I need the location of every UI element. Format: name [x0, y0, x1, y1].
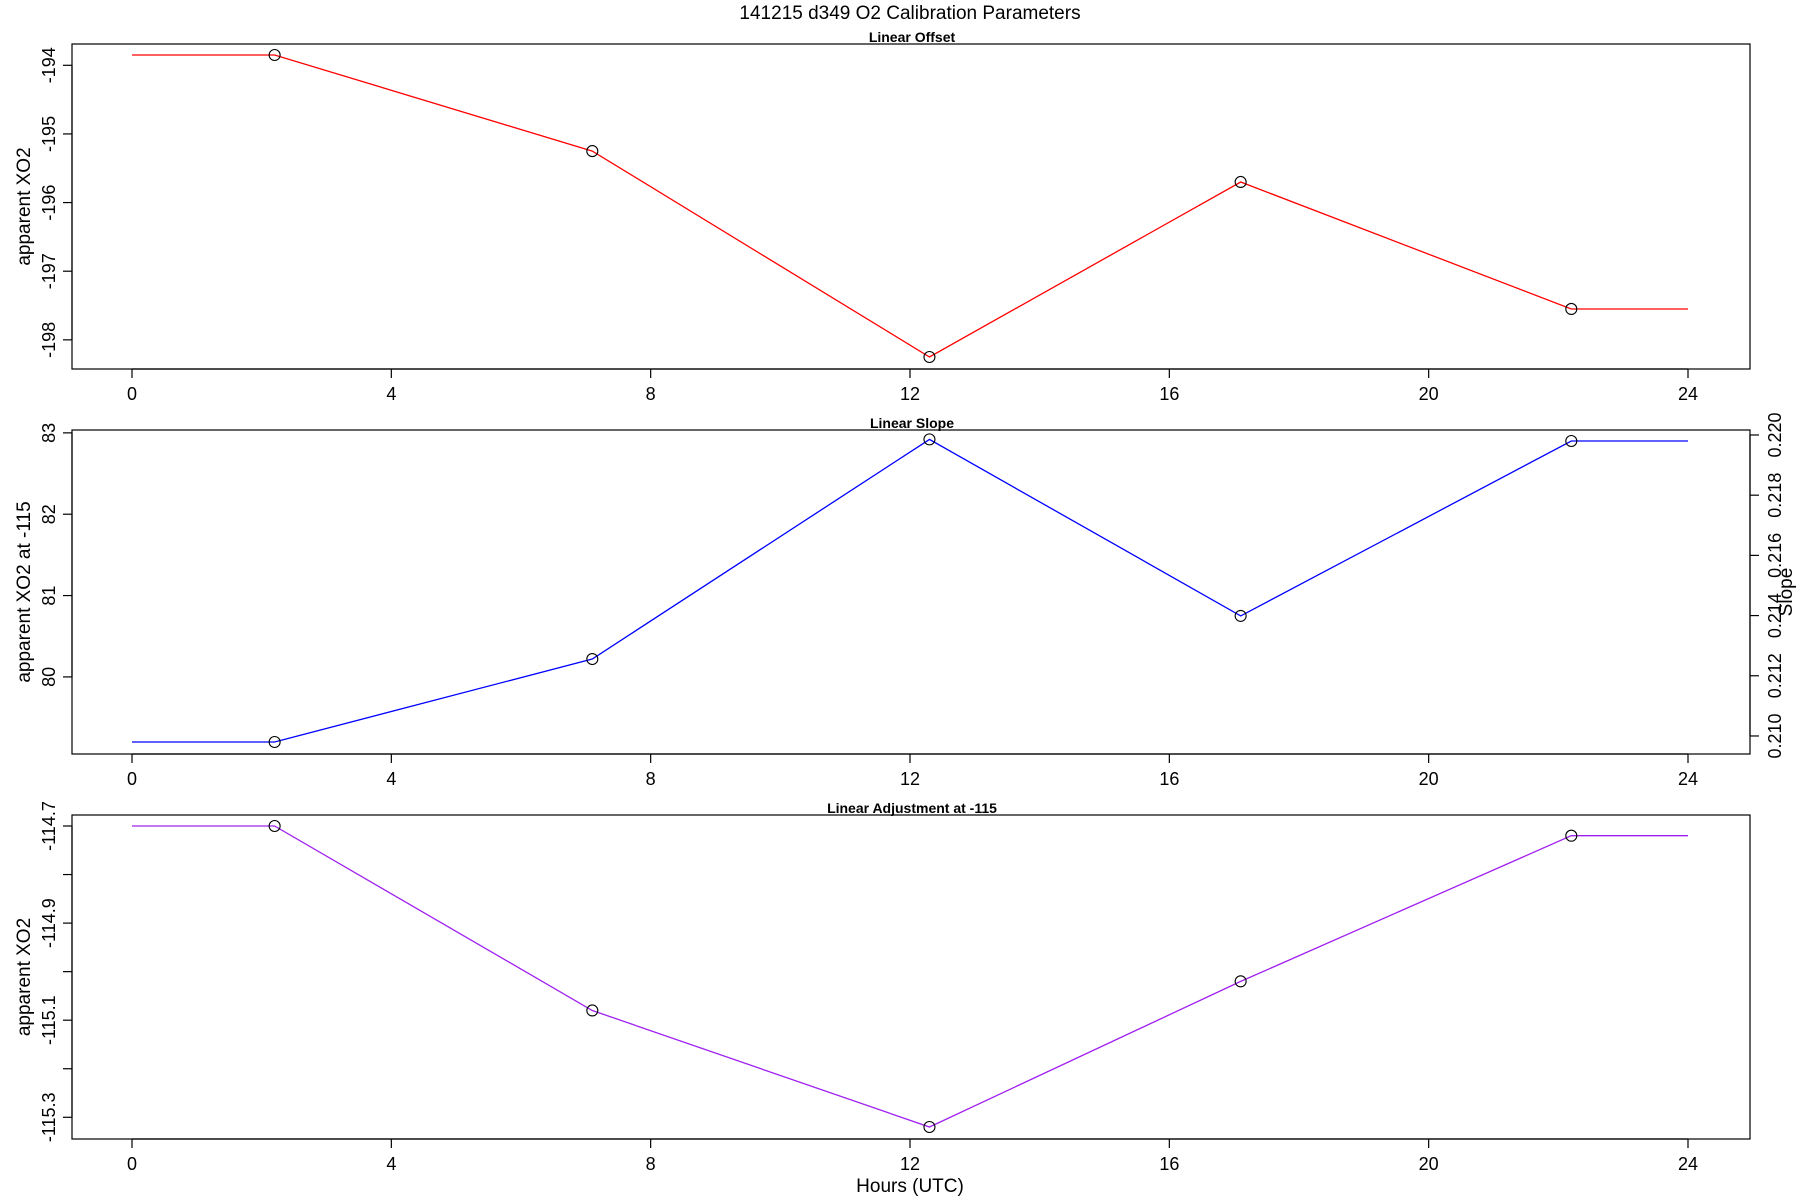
x-tick-label: 8 [646, 1154, 656, 1174]
x-tick-label: 16 [1159, 769, 1179, 789]
x-tick-label: 12 [900, 1154, 920, 1174]
x-tick-label: 24 [1678, 769, 1698, 789]
data-point-marker [268, 819, 281, 833]
y-tick-label: 82 [39, 504, 59, 524]
y-tick-label: 80 [39, 667, 59, 687]
y2-tick-label: 0.216 [1765, 533, 1785, 578]
panel-linear-slope: Linear Slope 0 4 8 12 16 20 24 80 81 82 83 apparent … [14, 412, 1797, 789]
y-tick-label: -115.3 [39, 1092, 59, 1142]
panel-linear-offset: Linear Offset 0 4 8 12 16 20 24 -194 -195 -196 -197… [14, 29, 1751, 404]
x-tick-label: 8 [646, 769, 656, 789]
series-line [132, 54, 1688, 358]
plot-frame [71, 429, 1751, 755]
x-tick-label: 20 [1419, 769, 1439, 789]
y-axis-label: apparent XO2 [14, 918, 35, 1036]
data-point-marker [586, 1004, 599, 1017]
y-axis-label: apparent XO2 [14, 147, 35, 265]
y-tick-label: -195 [39, 116, 59, 152]
y2-tick-label: 0.220 [1765, 412, 1785, 457]
data-point-marker [1565, 302, 1578, 316]
x-tick-label: 4 [386, 384, 396, 404]
data-point-marker [923, 350, 936, 364]
figure-title: 141215 d349 O2 Calibration Parameters [739, 3, 1080, 24]
data-point-marker [923, 433, 936, 446]
x-tick-label: 0 [127, 384, 137, 404]
y-tick-label: -194 [39, 47, 59, 83]
data-point-marker [1565, 829, 1578, 842]
y2-tick-label: 0.212 [1765, 653, 1785, 698]
x-tick-label: 0 [127, 1154, 137, 1174]
data-point-marker [268, 48, 281, 62]
y-axis-label: apparent XO2 at -115 [14, 501, 35, 682]
x-tick-label: 20 [1419, 384, 1439, 404]
x-tick-label: 20 [1419, 1154, 1439, 1174]
y-tick-label: -115.1 [39, 995, 59, 1045]
x-axis-label: Hours (UTC) [856, 1176, 964, 1197]
panel-title: Linear Slope [870, 415, 954, 431]
panel-title: Linear Offset [869, 29, 956, 45]
data-point-marker [1234, 175, 1247, 189]
data-point-marker [586, 652, 599, 666]
y-tick-label: 81 [39, 586, 59, 606]
y-tick-label: -114.7 [39, 801, 59, 851]
plot-frame [71, 43, 1751, 370]
y-tick-label: -198 [39, 322, 59, 358]
data-point-marker [268, 735, 281, 749]
panel-title: Linear Adjustment at -115 [827, 800, 997, 816]
data-point-marker [586, 145, 599, 158]
y2-axis-label: Slope [1776, 568, 1797, 617]
plot-frame [71, 814, 1751, 1140]
panel-linear-adjustment: Linear Adjustment at -115 0 4 8 12 16 20 24 -114… [14, 800, 1751, 1174]
x-tick-label: 16 [1159, 384, 1179, 404]
x-tick-label: 4 [386, 1154, 396, 1174]
y-tick-label: -197 [39, 253, 59, 289]
y-tick-label: -196 [39, 185, 59, 221]
y2-tick-label: 0.214 [1765, 593, 1785, 638]
x-tick-label: 12 [900, 769, 920, 789]
x-tick-label: 4 [386, 769, 396, 789]
x-tick-label: 24 [1678, 1154, 1698, 1174]
x-tick-label: 0 [127, 769, 137, 789]
y-tick-label: 83 [39, 423, 59, 443]
x-tick-label: 24 [1678, 384, 1698, 404]
y2-tick-label: 0.218 [1765, 473, 1785, 518]
x-tick-label: 16 [1159, 1154, 1179, 1174]
data-point-marker [1565, 434, 1578, 448]
data-point-marker [1234, 609, 1247, 622]
series-line [132, 438, 1688, 743]
data-point-marker [1234, 975, 1247, 988]
x-tick-label: 8 [646, 384, 656, 404]
x-tick-label: 12 [900, 384, 920, 404]
series-line [132, 825, 1688, 1128]
y2-tick-label: 0.210 [1765, 713, 1785, 758]
y-tick-label: -114.9 [39, 898, 59, 948]
data-point-marker [923, 1120, 936, 1134]
